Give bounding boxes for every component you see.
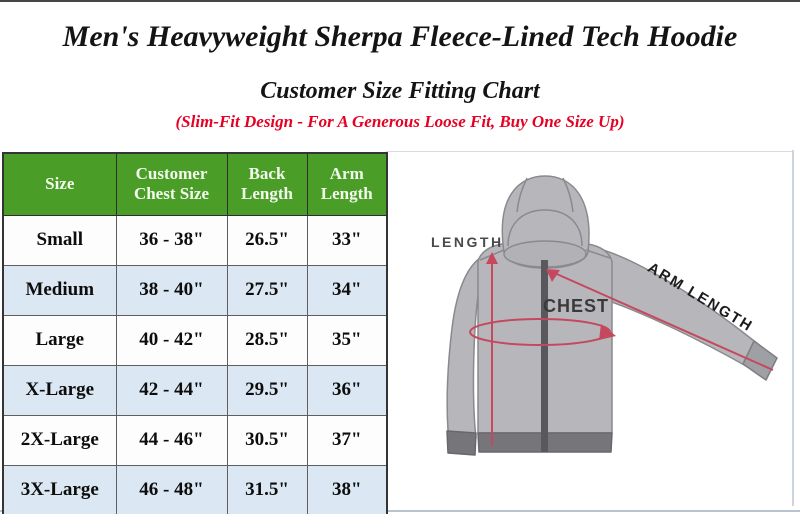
col-header-size: Size <box>2 152 117 216</box>
hoodie-left-cuff <box>446 430 477 456</box>
col-header-chest: Customer Chest Size <box>115 152 228 216</box>
arm-length-cell: 34" <box>306 264 388 316</box>
chest-arrowhead <box>599 324 616 340</box>
arm-length-cell: 38" <box>306 464 388 514</box>
arm-length-cell: 35" <box>306 314 388 366</box>
length-arrowhead <box>486 252 498 264</box>
page-title: Men's Heavyweight Sherpa Fleece-Lined Te… <box>62 20 738 53</box>
chest-cell: 38 - 40" <box>115 264 228 316</box>
fit-note: (Slim-Fit Design - For A Generous Loose … <box>175 112 625 131</box>
size-cell: 2X-Large <box>2 414 117 466</box>
back-length-cell: 29.5" <box>226 364 308 416</box>
table-row: 3X-Large 46 - 48" 31.5" 38" <box>2 464 388 514</box>
chest-cell: 40 - 42" <box>115 314 228 366</box>
right-border-line <box>792 150 794 506</box>
back-length-cell: 31.5" <box>226 464 308 514</box>
table-row: 2X-Large 44 - 46" 30.5" 37" <box>2 414 388 466</box>
size-cell: Medium <box>2 264 117 316</box>
size-cell: Small <box>2 214 117 266</box>
table-row: X-Large 42 - 44" 29.5" 36" <box>2 364 388 416</box>
size-cell: X-Large <box>2 364 117 416</box>
size-cell: 3X-Large <box>2 464 117 514</box>
back-length-cell: 28.5" <box>226 314 308 366</box>
hoodie-left-sleeve <box>446 257 483 439</box>
top-border-line <box>0 0 800 2</box>
back-length-cell: 27.5" <box>226 264 308 316</box>
chest-cell: 42 - 44" <box>115 364 228 416</box>
arm-length-arrow-line <box>549 270 774 371</box>
length-label: LENGTH <box>431 234 504 250</box>
chest-label: CHEST <box>543 296 610 316</box>
horizontal-rule <box>386 151 793 152</box>
size-cell: Large <box>2 314 117 366</box>
hoodie-zipper <box>541 260 548 452</box>
arrowheads <box>486 252 616 340</box>
col-header-arm-length: Arm Length <box>306 152 388 216</box>
chest-cell: 36 - 38" <box>115 214 228 266</box>
table-row: Medium 38 - 40" 27.5" 34" <box>2 264 388 316</box>
arm-length-cell: 37" <box>306 414 388 466</box>
hood-seam-lines <box>507 177 583 247</box>
col-header-back-length: Back Length <box>226 152 308 216</box>
table-header-row: Size Customer Chest Size Back Length Arm… <box>2 152 388 216</box>
back-length-cell: 30.5" <box>226 414 308 466</box>
hoodie-illustration <box>446 175 778 456</box>
table-row: Small 36 - 38" 26.5" 33" <box>2 214 388 266</box>
chest-cell: 44 - 46" <box>115 414 228 466</box>
table-row: Large 40 - 42" 28.5" 35" <box>2 314 388 366</box>
bottom-border-line <box>0 510 800 512</box>
chest-cell: 46 - 48" <box>115 464 228 514</box>
hoodie-measurement-diagram: LENGTH CHEST ARM LENGTH <box>400 150 800 514</box>
page-subtitle: Customer Size Fitting Chart <box>260 78 540 104</box>
hoodie-right-cuff <box>742 340 778 381</box>
arm-length-cell: 36" <box>306 364 388 416</box>
size-table: Size Customer Chest Size Back Length Arm… <box>2 152 388 514</box>
arm-length-cell: 33" <box>306 214 388 266</box>
arm-length-arrowhead <box>546 269 560 282</box>
back-length-cell: 26.5" <box>226 214 308 266</box>
